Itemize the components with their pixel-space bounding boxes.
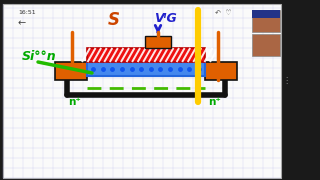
Bar <box>87 62 205 76</box>
Text: ↶  ♡: ↶ ♡ <box>215 10 232 16</box>
Bar <box>252 10 280 18</box>
Bar <box>145 36 171 48</box>
Text: VᴵG: VᴵG <box>154 12 176 25</box>
Bar <box>87 48 205 62</box>
Bar <box>55 62 87 80</box>
Text: ⋮: ⋮ <box>282 75 290 84</box>
Text: ←: ← <box>18 18 26 28</box>
Text: 16:51: 16:51 <box>18 10 36 15</box>
Text: S: S <box>108 11 120 29</box>
Bar <box>205 62 237 80</box>
Bar <box>252 10 280 32</box>
Text: Si°°n: Si°°n <box>22 50 57 63</box>
Text: n⁺: n⁺ <box>208 97 221 107</box>
Bar <box>3 4 281 178</box>
Text: n⁺: n⁺ <box>68 97 81 107</box>
Bar <box>252 34 280 56</box>
